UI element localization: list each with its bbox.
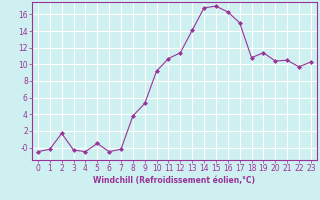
X-axis label: Windchill (Refroidissement éolien,°C): Windchill (Refroidissement éolien,°C)	[93, 176, 255, 185]
